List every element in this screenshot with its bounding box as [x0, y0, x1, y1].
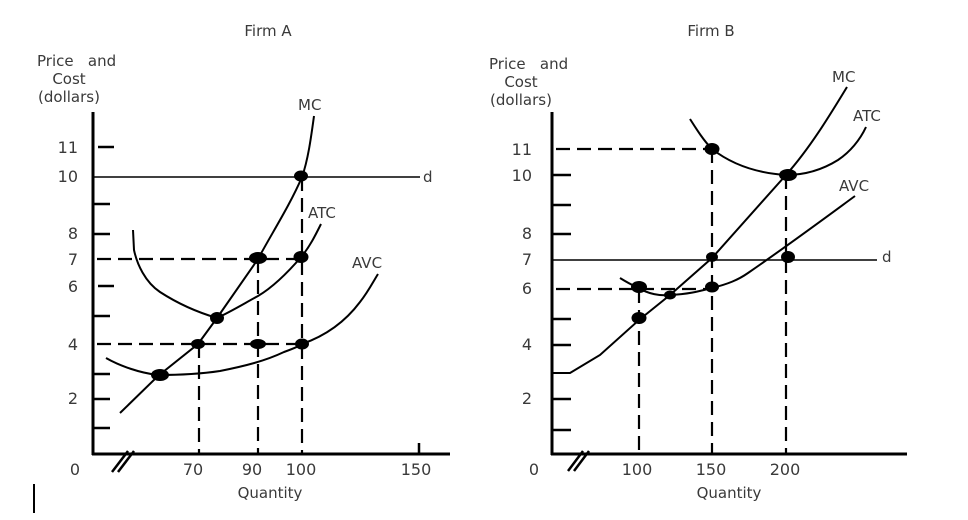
- firm-b-mc-curve: [552, 86, 848, 374]
- firm-a-ytick-4: 4: [68, 335, 78, 354]
- firm-b-demand-label: d: [882, 248, 892, 266]
- firm-b-ytick-8: 8: [522, 224, 532, 243]
- firm-a-ylabel-line2: Cost: [52, 70, 85, 88]
- firm-a-demand-label: d: [423, 168, 433, 186]
- firm-a-avc-curve: [105, 273, 379, 377]
- firm-a-chart: Firm A Price and Cost (dollars) 11 10 8: [37, 22, 450, 502]
- firm-b-reference-lines: [556, 147, 788, 454]
- firm-b-y-ticks: [552, 173, 571, 432]
- firm-a-ylabel-line1: Price and: [37, 52, 116, 70]
- firm-b-xlabel: Quantity: [697, 484, 762, 502]
- firm-b-ylabel-line1: Price and: [489, 55, 568, 73]
- firm-b-xtick-100: 100: [622, 460, 653, 479]
- firm-a-xlabel: Quantity: [238, 484, 303, 502]
- firm-a-reference-lines: [97, 177, 304, 454]
- firm-b-ytick-4: 4: [522, 335, 532, 354]
- firm-b-ytick-6: 6: [522, 279, 532, 298]
- firm-a-atc-label: ATC: [308, 204, 336, 222]
- firm-b-ytick-11: 11: [512, 140, 532, 159]
- firm-b-xtick-200: 200: [770, 460, 801, 479]
- firm-b-ylabel-line2: Cost: [504, 73, 537, 91]
- firm-b-axis-break-icon: [567, 450, 590, 472]
- firm-a-xtick-150: 150: [401, 460, 432, 479]
- firm-a-ylabel-line3: (dollars): [38, 88, 100, 106]
- firm-a-origin-label: 0: [70, 460, 80, 479]
- firm-a-ytick-2: 2: [68, 389, 78, 408]
- firm-a-xtick-70: 70: [183, 460, 203, 479]
- firm-b-chart: Firm B Price and Cost (dollars) 11 10 8 …: [489, 22, 907, 502]
- text-cursor: [33, 484, 35, 513]
- firm-a-ytick-6: 6: [68, 277, 78, 296]
- firm-b-ytick-10: 10: [512, 166, 532, 185]
- firm-b-title: Firm B: [687, 22, 734, 40]
- firm-a-title: Firm A: [244, 22, 292, 40]
- firm-b-atc-label: ATC: [853, 107, 881, 125]
- firm-a-marked-points: [151, 170, 309, 381]
- firm-b-ytick-2: 2: [522, 389, 532, 408]
- firm-a-xtick-90: 90: [242, 460, 262, 479]
- firm-a-ytick-10: 10: [58, 167, 78, 186]
- firm-b-ytick-7: 7: [522, 250, 532, 269]
- firm-a-xtick-100: 100: [286, 460, 317, 479]
- firm-a-ytick-11: 11: [58, 138, 78, 157]
- firm-b-avc-curve: [619, 195, 856, 297]
- firm-a-ytick-7: 7: [68, 250, 78, 269]
- firm-a-mc-label: MC: [298, 96, 321, 114]
- firm-b-mc-label: MC: [832, 68, 855, 86]
- firm-b-marked-points: [631, 143, 797, 324]
- firm-a-mc-curve: [119, 115, 315, 414]
- firm-a-avc-label: AVC: [352, 254, 382, 272]
- firm-a-axis-break-icon: [111, 450, 135, 473]
- firm-a-ytick-8: 8: [68, 224, 78, 243]
- firm-b-avc-label: AVC: [839, 177, 869, 195]
- firm-b-ylabel-line3: (dollars): [490, 91, 552, 109]
- firm-b-xtick-150: 150: [696, 460, 727, 479]
- firm-a-y-ticks: [93, 145, 114, 430]
- firm-b-origin-label: 0: [529, 460, 539, 479]
